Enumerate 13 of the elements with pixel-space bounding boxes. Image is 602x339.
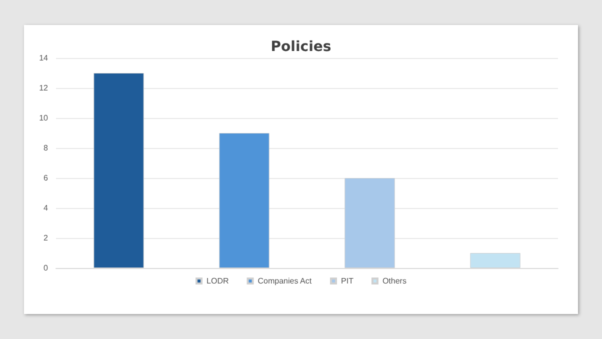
y-tick-label: 2 (44, 234, 49, 242)
chart-title: Policies (270, 39, 332, 55)
legend-label: Companies Act (258, 276, 312, 286)
y-tick-label: 0 (44, 264, 49, 272)
y-tick-label: 14 (39, 54, 49, 62)
y-tick-label: 8 (44, 144, 49, 152)
legend-label: PIT (341, 276, 354, 286)
y-tick-label: 4 (44, 204, 49, 212)
y-tick-label: 6 (44, 174, 49, 182)
y-tick-label: 12 (39, 84, 49, 92)
legend-label: Others (382, 276, 406, 286)
y-tick-label: 10 (39, 114, 49, 122)
legend-label: LODR (206, 276, 229, 286)
